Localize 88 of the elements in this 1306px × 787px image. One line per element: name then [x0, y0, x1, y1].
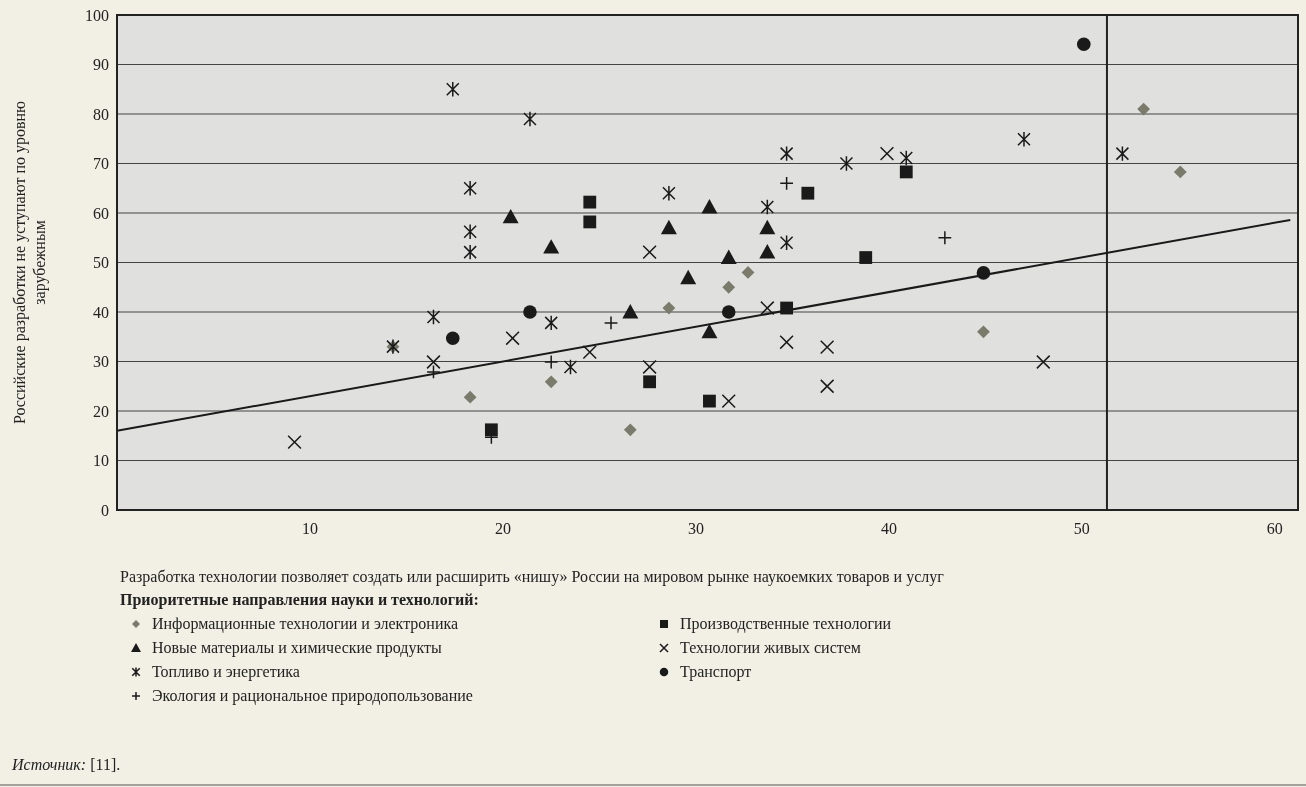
point — [720, 249, 737, 264]
point — [660, 219, 677, 235]
y-tick-label: 100 — [85, 6, 109, 24]
point — [643, 375, 657, 389]
y-tick-label: 20 — [93, 402, 109, 420]
point — [583, 195, 597, 209]
point — [426, 309, 441, 325]
x-tick-label: 60 — [1266, 520, 1283, 537]
point — [523, 111, 537, 127]
x-tick-label: 20 — [494, 520, 511, 537]
point — [544, 375, 558, 389]
point — [446, 81, 460, 98]
y-tick-label: 30 — [93, 353, 109, 371]
point — [779, 335, 794, 350]
legend-label: Новые материалы и химические продукты — [152, 639, 442, 657]
y-tick-label: 0 — [101, 501, 109, 519]
y-tick-label: 10 — [93, 452, 109, 470]
y-axis-title: Российские разработки не уступают по уровню зарубежным — [11, 100, 49, 425]
legend-label: Топливо и энергетика — [152, 663, 300, 681]
point — [463, 390, 477, 404]
point — [642, 244, 657, 260]
point — [899, 150, 914, 167]
legend-title: Приоритетные направления науки и технологий: — [120, 591, 479, 609]
x-tick-label: 40 — [880, 520, 897, 537]
y-tick-label: 70 — [93, 155, 109, 173]
point — [463, 180, 477, 197]
point — [879, 146, 895, 161]
point — [1173, 165, 1187, 179]
y-tick-label: 50 — [93, 254, 109, 272]
point — [741, 266, 755, 279]
y-tick-label: 90 — [93, 56, 109, 74]
point — [583, 215, 597, 229]
legend-label: Производственные технологии — [680, 615, 892, 633]
point — [779, 145, 794, 162]
point — [819, 340, 835, 355]
point — [463, 223, 477, 240]
point — [445, 331, 460, 346]
point — [801, 186, 815, 200]
point — [622, 304, 639, 319]
point — [722, 280, 736, 294]
legend-label: Транспорт — [680, 663, 752, 681]
point — [899, 165, 913, 179]
point — [502, 208, 519, 224]
x-tick-label: 30 — [687, 520, 704, 537]
legend-label: Технологии живых систем — [680, 639, 861, 656]
point — [1017, 131, 1031, 148]
point — [759, 244, 776, 259]
legend-label: Информационные технологии и электроника — [152, 615, 459, 633]
point — [701, 323, 718, 339]
x-tick-label: 50 — [1073, 520, 1090, 537]
point — [642, 359, 657, 375]
point — [582, 344, 597, 360]
y-tick-label: 60 — [93, 204, 109, 222]
y-tick-label: 80 — [93, 105, 109, 123]
point — [779, 234, 794, 251]
point — [463, 244, 477, 261]
point — [523, 305, 537, 319]
point — [505, 331, 520, 346]
y-tick-label: 40 — [93, 303, 109, 321]
point — [662, 185, 676, 202]
point — [839, 155, 854, 172]
point — [859, 251, 873, 264]
point — [287, 435, 302, 450]
point — [1036, 354, 1051, 370]
x-axis-title: Разработка технологии позволяет создать или расширить «нишу» России на мировом рынке наукоемких товаров и услуг — [120, 568, 945, 586]
point — [721, 305, 736, 319]
point — [779, 176, 794, 191]
point — [563, 359, 578, 375]
point — [543, 239, 560, 254]
point — [819, 379, 835, 394]
x-tick-label: 10 — [301, 520, 318, 537]
point — [759, 219, 776, 235]
point — [721, 393, 736, 409]
point — [1115, 145, 1130, 162]
point — [701, 199, 718, 214]
point — [760, 199, 775, 216]
point — [1137, 102, 1151, 116]
point — [760, 300, 775, 316]
point — [1077, 37, 1091, 52]
point — [703, 394, 716, 408]
point — [680, 269, 697, 285]
legend-label: Экология и рациональное природопользование — [152, 687, 473, 705]
text: Источник: [11]. — [11, 756, 121, 773]
point — [662, 301, 676, 315]
point — [484, 423, 498, 437]
point — [544, 314, 558, 331]
point — [977, 325, 990, 339]
point — [623, 423, 637, 437]
